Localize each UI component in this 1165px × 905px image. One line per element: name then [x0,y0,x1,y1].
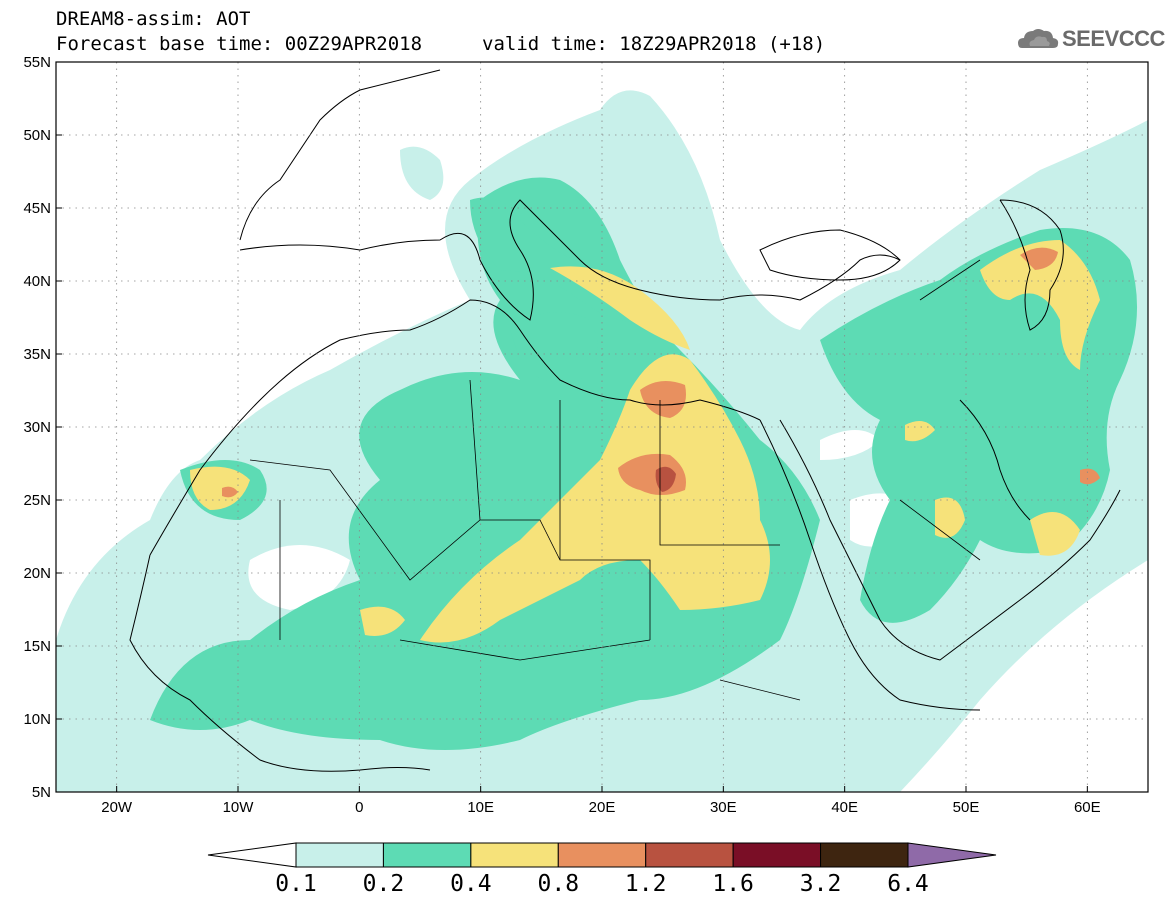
aot-band-0.2-swirl [510,312,598,383]
map-grid [56,62,1148,792]
aot-band-0.8-mauritania [222,486,238,498]
colorbar-box [820,842,909,868]
aot-band-0.4-arabia [1030,512,1080,556]
lat-label: 15N [23,638,51,655]
aot-band-0.8-casp [1020,247,1058,270]
aot-clear-3 [820,430,880,460]
colorbar-label: 0.8 [537,871,580,897]
lon-label: 10W [223,799,255,816]
lon-label: 20W [101,799,133,816]
colorbar [207,842,997,868]
title-line-2: Forecast base time: 00Z29APR2018 [56,33,423,55]
coastline-west-africa [129,554,431,772]
lon-label: 30E [710,799,737,816]
coastline-red-sea-east [779,419,1121,661]
country-borders [249,259,981,701]
aot-band-0.4-casp [980,240,1100,370]
colorbar-box [470,842,559,868]
aot-band-0.4-greece [550,266,690,350]
logo-text: SEEVCCC [1062,26,1165,51]
longitude-labels: 20W 10W 0 10E 20E 30E 40E 50E 60E [101,799,1100,816]
coastline-europe [239,69,441,241]
colorbar-arrow-high [907,842,997,868]
coastline-mediterranean-north [239,199,901,321]
aot-band-0.4-iraq [905,421,935,442]
colorbar-label: 1.2 [624,871,667,897]
coastline-black-sea [759,229,901,281]
coastline-africa-nw [149,299,761,556]
colorbar-label: 0.2 [362,871,405,897]
cloud-icon [1018,29,1059,48]
colorbar-label: 6.4 [887,871,929,897]
lat-label: 20N [23,565,51,582]
aot-band-1.2-egypt [655,466,676,492]
aot-field [56,90,1148,792]
title-line-1: DREAM8-assim: AOT [56,8,251,30]
lat-label: 30N [23,419,51,436]
lat-label: 35N [23,346,51,363]
colorbar-label: 0.4 [450,871,492,897]
axis-ticks [56,61,1088,793]
aot-band-0.4-niger [360,606,405,636]
aot-band-0.8-libya [640,381,686,418]
lat-label: 10N [23,711,51,728]
lat-label: 45N [23,200,51,217]
lon-label: 10E [467,799,494,816]
colorbar-box [732,842,822,868]
colorbar-label: 3.2 [799,871,842,897]
coastlines [129,69,1121,772]
lon-label: 40E [831,799,858,816]
lat-label: 40N [23,273,51,290]
colorbar-arrow-low [207,842,297,868]
aot-band-0.1-europe [400,146,444,200]
aot-band-0.4 [420,354,770,643]
lon-label: 60E [1074,799,1101,816]
valid-time: valid time: 18Z29APR2018 (+18) [482,33,826,55]
lat-label: 25N [23,492,51,509]
latitude-labels: 55N 50N 45N 40N 35N 30N 25N 20N 15N 10N 5N [23,54,51,801]
lon-label: 20E [589,799,616,816]
colorbar-box [295,842,384,868]
colorbar-label: 0.1 [275,871,317,897]
lat-label: 55N [23,54,51,71]
coastline-caspian [999,199,1064,331]
lat-label: 5N [32,784,51,801]
lat-label: 50N [23,127,51,144]
colorbar-box [557,842,647,868]
colorbar-label: 1.6 [712,871,754,897]
lon-label: 0 [355,799,363,816]
aot-band-0.4-mauritania [190,466,250,510]
aot-band-0.8-gulf [1080,468,1100,485]
coastline-red-sea-west [759,419,981,711]
aot-clear-1 [248,545,350,610]
aot-band-0.4-yemen [935,497,965,538]
colorbar-box [382,842,472,868]
lon-label: 50E [953,799,980,816]
colorbar-box [645,842,734,868]
coastline-gulf [959,399,1031,521]
